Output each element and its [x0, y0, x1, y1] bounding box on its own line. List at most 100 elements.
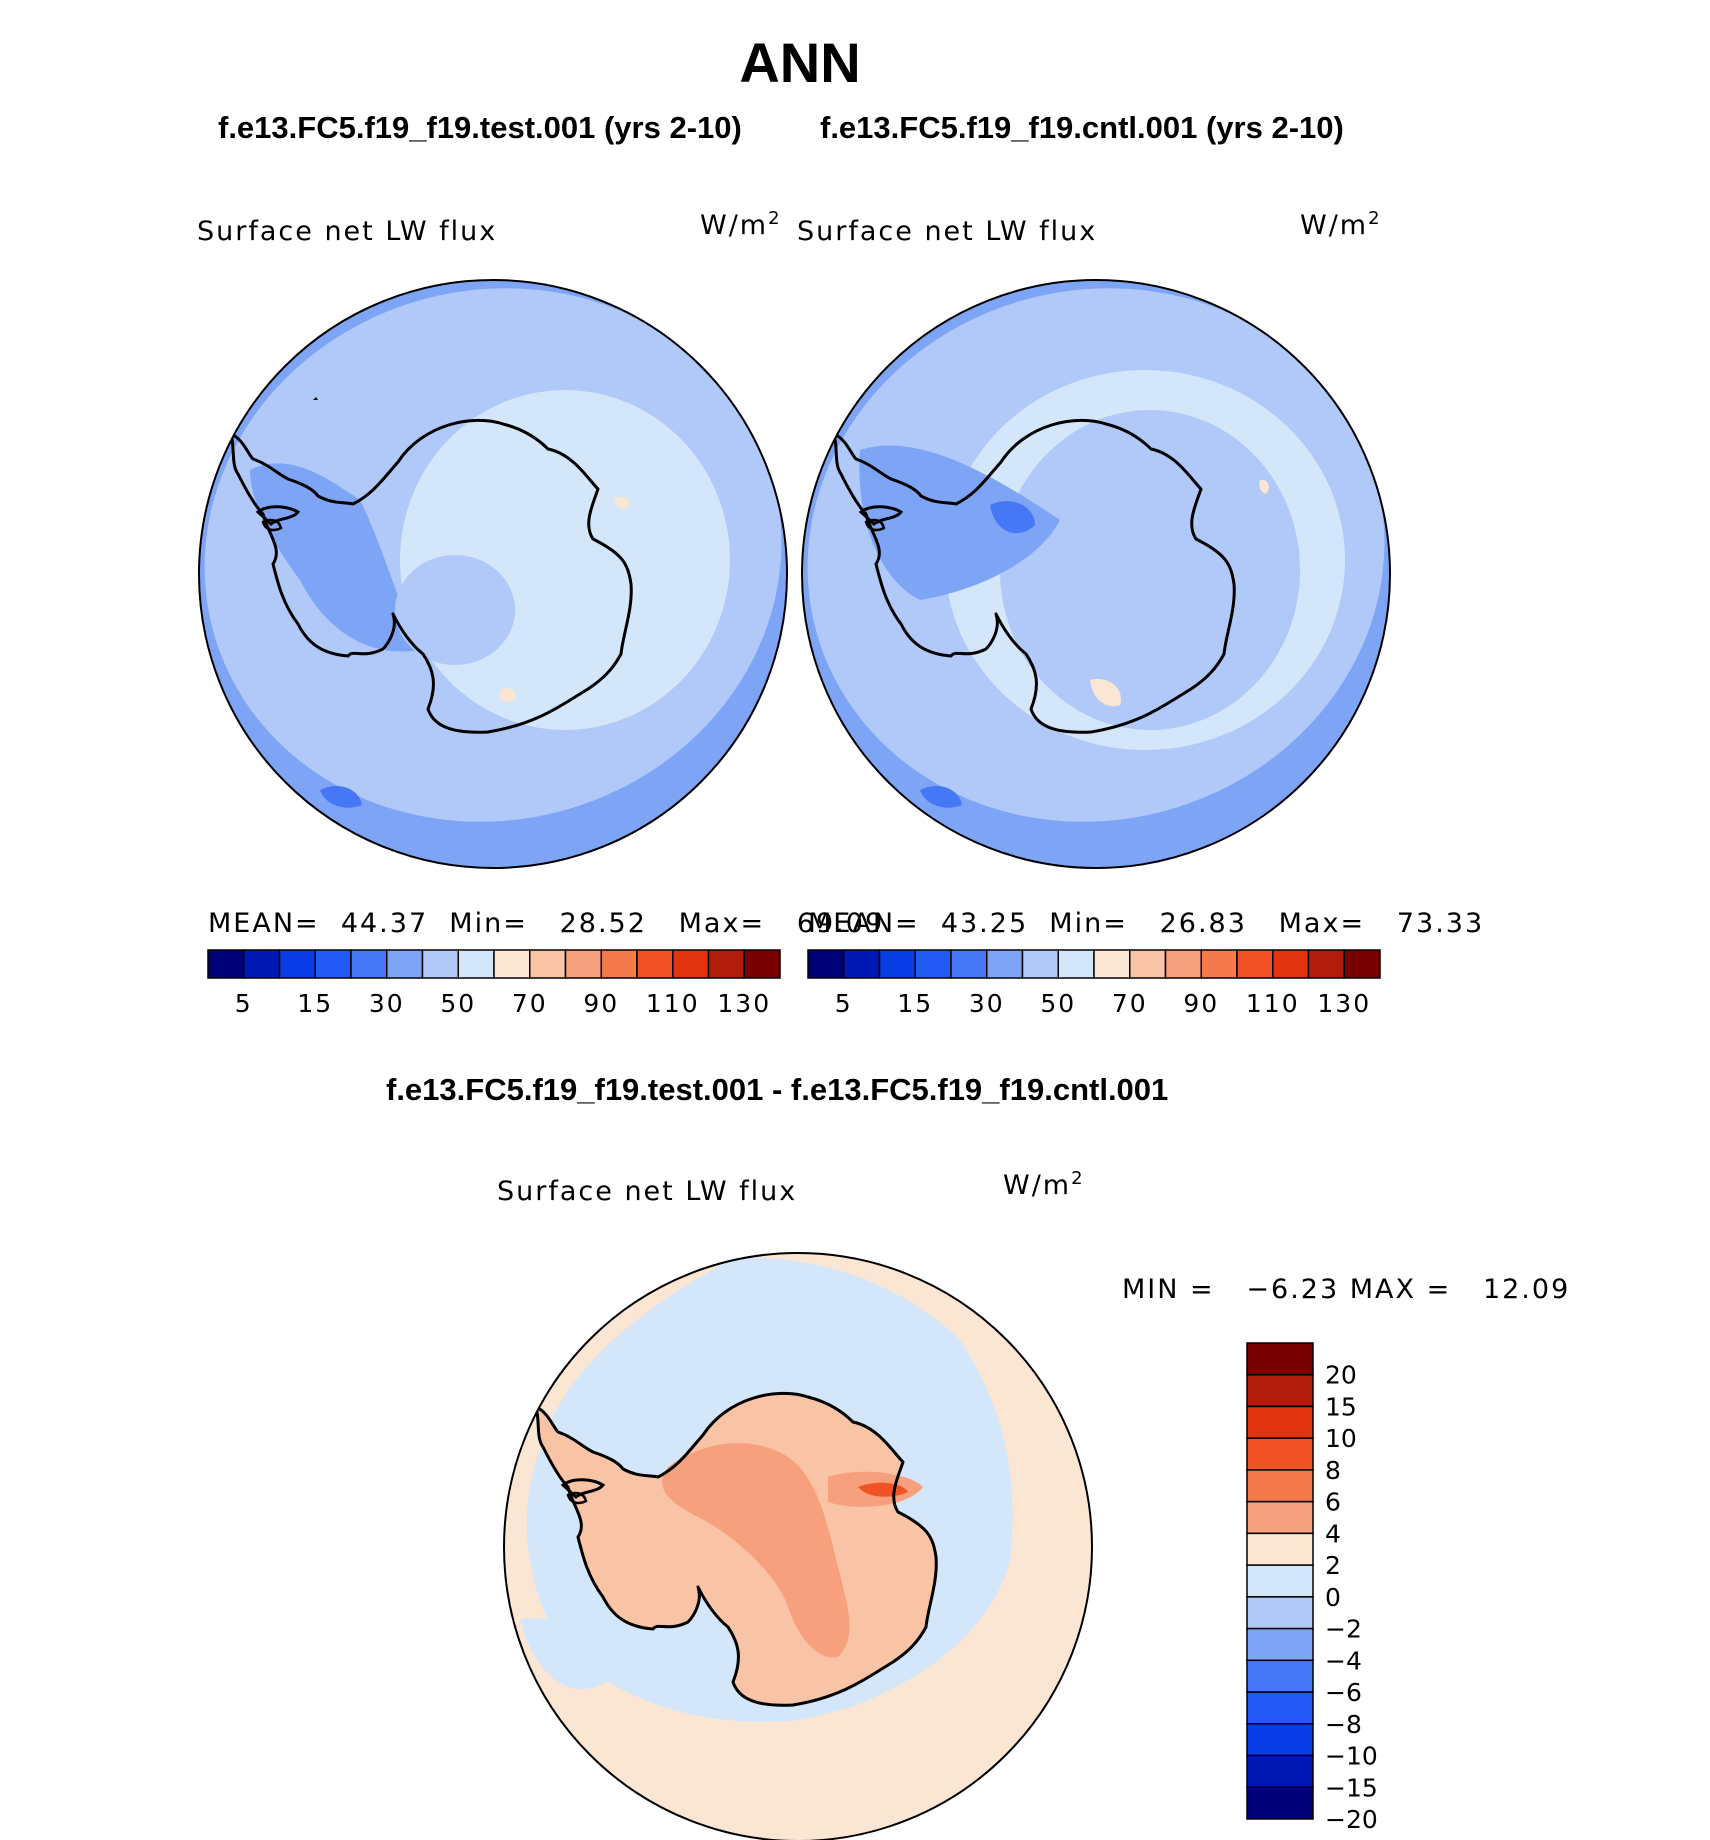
diff-panel-stats: MIN = −6.23 MAX = 12.09	[1122, 1274, 1571, 1305]
panel-2-colorbar-swatch	[986, 949, 1024, 979]
panel-2-colorbar-tick-label: 110	[1246, 989, 1300, 1018]
panel-1-variable-label: Surface net LW flux	[197, 216, 498, 247]
panel-1-colorbar-tick-label: 15	[297, 989, 333, 1018]
panel-2-colorbar-tick-label: 30	[969, 989, 1005, 1018]
diff-colorbar-swatch	[1246, 1405, 1314, 1439]
panel-1-case-title: f.e13.FC5.f19_f19.test.001 (yrs 2-10)	[218, 110, 742, 145]
diff-colorbar-tick-label: −2	[1325, 1615, 1362, 1644]
panel-1-colorbar-swatch	[493, 949, 531, 979]
panel-1-colorbar: 5 15 30 50 70 90 110 130	[207, 949, 781, 1018]
diff-colorbar-swatch	[1246, 1469, 1314, 1503]
diff-colorbar-swatch	[1246, 1723, 1314, 1757]
panel-1-colorbar-swatch	[636, 949, 674, 979]
panel-1-colorbar-swatch	[457, 949, 495, 979]
panel-1-map	[199, 280, 787, 868]
panel-1-colorbar-swatch	[207, 949, 245, 979]
panel-1-units: W/m2	[700, 208, 782, 241]
panel-2-colorbar-tick-label: 15	[897, 989, 933, 1018]
panel-2-colorbar-swatch	[1343, 949, 1381, 979]
panel-2-colorbar-swatch	[1164, 949, 1202, 979]
diff-colorbar-tick-label: 8	[1325, 1456, 1341, 1485]
diff-colorbar-tick-label: −8	[1325, 1710, 1362, 1739]
diff-panel-variable-label: Surface net LW flux	[497, 1176, 798, 1207]
diff-colorbar-tick-label: 20	[1325, 1361, 1357, 1390]
panel-2-colorbar-tick-label: 50	[1040, 989, 1076, 1018]
diff-colorbar-tick-label: 4	[1325, 1519, 1341, 1548]
panel-2-colorbar-swatch	[914, 949, 952, 979]
panel-1-colorbar-swatch	[707, 949, 745, 979]
panel-2-variable-label: Surface net LW flux	[797, 216, 1098, 247]
diff-panel-title: f.e13.FC5.f19_f19.test.001 - f.e13.FC5.f…	[386, 1072, 1169, 1107]
panel-2-colorbar-swatch	[1236, 949, 1274, 979]
panel-1-stats: MEAN= 44.37 Min= 28.52 Max= 69.09	[208, 908, 885, 939]
panel-2-colorbar-tick-label: 5	[835, 989, 853, 1018]
panel-1-colorbar-swatch	[421, 949, 459, 979]
panel-1-colorbar-tick-label: 5	[235, 989, 253, 1018]
diff-colorbar-tick-label: −15	[1325, 1773, 1378, 1802]
panel-2-colorbar-swatch	[1021, 949, 1059, 979]
diff-colorbar-tick-label: −10	[1325, 1742, 1378, 1771]
panel-2-colorbar-swatch	[1129, 949, 1167, 979]
diff-colorbar-tick-label: 0	[1325, 1583, 1341, 1612]
panel-1-colorbar-tick-label: 50	[440, 989, 476, 1018]
panel-1-colorbar-swatch	[350, 949, 388, 979]
panel-1-colorbar-swatch	[672, 949, 710, 979]
panel-2-colorbar-swatch	[950, 949, 988, 979]
panel-1-colorbar-swatch	[386, 949, 424, 979]
panel-2-stats: MEAN= 43.25 Min= 26.83 Max= 73.33	[808, 908, 1485, 939]
diff-colorbar-swatch	[1246, 1564, 1314, 1598]
panel-1-colorbar-swatch	[564, 949, 602, 979]
panel-2-colorbar-swatch	[807, 949, 845, 979]
figure-title: ANN	[739, 31, 861, 94]
diff-colorbar-swatch	[1246, 1373, 1314, 1408]
panel-2-colorbar-swatch	[1272, 949, 1310, 979]
panel-2-colorbar-swatch	[843, 949, 881, 979]
panel-1-colorbar-swatch	[743, 949, 781, 979]
diff-colorbar-tick-label: 6	[1325, 1488, 1341, 1517]
diff-colorbar-swatch	[1246, 1437, 1314, 1471]
diff-colorbar-swatch	[1246, 1627, 1314, 1662]
panel-2-colorbar-swatch	[1057, 949, 1095, 979]
panel-1-colorbar-tick-label: 110	[646, 989, 700, 1018]
panel-1-colorbar-swatch	[529, 949, 567, 979]
diff-colorbar-tick-label: 10	[1325, 1424, 1357, 1453]
panel-1-colorbar-swatch	[278, 949, 316, 979]
diff-colorbar-swatch	[1246, 1691, 1314, 1725]
panel-2-colorbar: 5 15 30 50 70 90 110 130	[807, 949, 1381, 1018]
diff-colorbar-tick-label: −20	[1325, 1805, 1378, 1834]
panel-1-colorbar-swatch	[314, 949, 352, 979]
panel-1-map-border	[198, 279, 788, 869]
diff-panel-map-border	[503, 1252, 1093, 1840]
diff-colorbar-swatch	[1246, 1500, 1314, 1535]
diff-colorbar-swatch	[1246, 1659, 1314, 1693]
panel-1-colorbar-tick-label: 30	[369, 989, 405, 1018]
diff-colorbar-tick-label: 15	[1325, 1392, 1357, 1421]
panel-2-colorbar-swatch	[1307, 949, 1345, 979]
diff-panel-units: W/m2	[1003, 1168, 1085, 1201]
panel-2-colorbar-swatch	[1200, 949, 1238, 979]
diff-colorbar-swatch	[1246, 1532, 1314, 1566]
diff-colorbar-tick-label: −6	[1325, 1678, 1362, 1707]
diff-colorbar-tick-label: 2	[1325, 1551, 1341, 1580]
panel-1-colorbar-tick-label: 70	[512, 989, 548, 1018]
panel-2-case-title: f.e13.FC5.f19_f19.cntl.001 (yrs 2-10)	[820, 110, 1344, 145]
panel-2-units: W/m2	[1300, 208, 1382, 241]
panel-2-map	[802, 280, 1390, 868]
panel-1-colorbar-tick-label: 130	[717, 989, 771, 1018]
diff-panel-map	[504, 1253, 1092, 1840]
panel-2-colorbar-tick-label: 130	[1317, 989, 1371, 1018]
panel-1-colorbar-swatch	[243, 949, 281, 979]
panel-1-colorbar-swatch	[600, 949, 638, 979]
diff-colorbar-swatch	[1246, 1786, 1314, 1820]
panel-2-colorbar-swatch	[878, 949, 916, 979]
diff-colorbar-swatch	[1246, 1754, 1314, 1789]
panel-2-map-border	[801, 279, 1391, 869]
diff-colorbar-swatch	[1246, 1342, 1314, 1376]
panel-1-colorbar-tick-label: 90	[583, 989, 619, 1018]
panel-2-colorbar-tick-label: 90	[1183, 989, 1219, 1018]
panel-2-colorbar-swatch	[1093, 949, 1131, 979]
diff-colorbar-tick-label: −4	[1325, 1646, 1362, 1675]
panel-2-colorbar-tick-label: 70	[1112, 989, 1148, 1018]
